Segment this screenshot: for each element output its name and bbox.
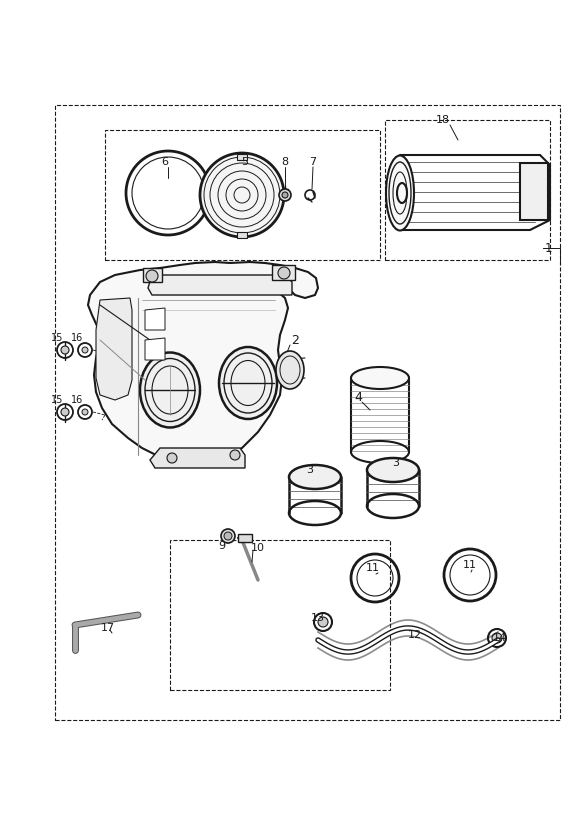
Polygon shape: [150, 448, 245, 468]
Text: 7: 7: [310, 157, 317, 167]
Text: 3: 3: [307, 465, 314, 475]
Polygon shape: [96, 298, 132, 400]
Bar: [55, 105, 560, 720]
Text: 16: 16: [71, 395, 83, 405]
Text: 11: 11: [463, 560, 477, 570]
Bar: [385, 120, 550, 260]
Circle shape: [146, 270, 158, 282]
Ellipse shape: [367, 458, 419, 482]
Text: 15: 15: [51, 395, 63, 405]
Text: 14: 14: [493, 633, 507, 643]
Ellipse shape: [276, 351, 304, 389]
Text: 10: 10: [251, 543, 265, 553]
Circle shape: [61, 408, 69, 416]
Polygon shape: [148, 275, 292, 295]
Circle shape: [61, 346, 69, 354]
Text: 2: 2: [291, 334, 299, 347]
Text: 15: 15: [51, 333, 63, 343]
Circle shape: [279, 189, 291, 201]
Polygon shape: [272, 265, 295, 280]
Text: 17: 17: [101, 623, 115, 633]
Polygon shape: [143, 268, 162, 282]
Polygon shape: [88, 262, 318, 462]
Bar: [105, 130, 380, 260]
Text: 12: 12: [408, 630, 422, 640]
Circle shape: [221, 529, 235, 543]
Circle shape: [82, 409, 88, 415]
Ellipse shape: [289, 465, 341, 489]
Polygon shape: [145, 308, 165, 330]
Circle shape: [200, 153, 284, 237]
Polygon shape: [145, 338, 165, 360]
Circle shape: [492, 633, 502, 643]
Polygon shape: [237, 232, 247, 238]
Polygon shape: [237, 154, 247, 160]
Text: 9: 9: [219, 541, 226, 551]
Text: 5: 5: [241, 157, 248, 167]
Text: 8: 8: [282, 157, 289, 167]
Circle shape: [167, 453, 177, 463]
Bar: [170, 540, 390, 690]
Polygon shape: [520, 163, 548, 220]
Text: 18: 18: [436, 115, 450, 125]
Circle shape: [224, 532, 232, 540]
Text: 16: 16: [71, 333, 83, 343]
Text: 11: 11: [366, 563, 380, 573]
Ellipse shape: [386, 156, 414, 231]
Text: 13: 13: [311, 613, 325, 623]
Ellipse shape: [219, 347, 277, 419]
Ellipse shape: [140, 353, 200, 428]
Text: 3: 3: [392, 458, 399, 468]
Circle shape: [282, 192, 288, 198]
Circle shape: [82, 347, 88, 353]
Circle shape: [278, 267, 290, 279]
Circle shape: [230, 450, 240, 460]
Text: 6: 6: [161, 157, 168, 167]
Bar: [238, 534, 252, 542]
Circle shape: [318, 617, 328, 627]
Text: 1: 1: [545, 241, 552, 255]
Text: 4: 4: [354, 391, 362, 404]
Ellipse shape: [351, 367, 409, 389]
